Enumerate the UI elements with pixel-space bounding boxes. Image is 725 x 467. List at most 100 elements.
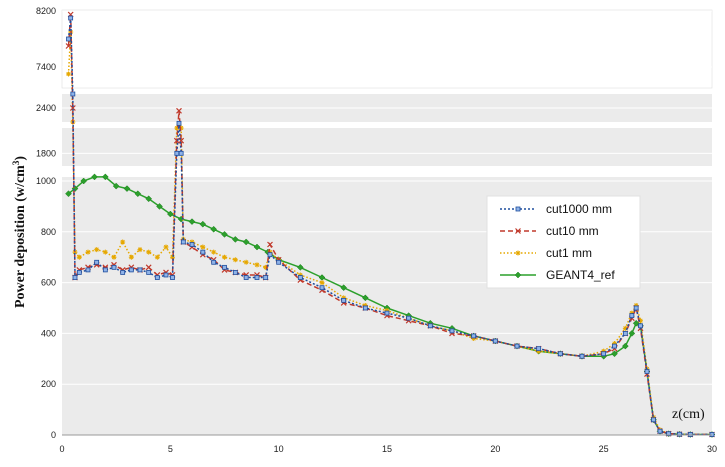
data-point — [514, 271, 522, 279]
y-tick-label: 600 — [41, 278, 56, 288]
y-tick-label: 800 — [41, 227, 56, 237]
data-point — [515, 206, 521, 212]
data-point — [123, 185, 131, 192]
data-point — [263, 275, 269, 280]
data-point — [76, 270, 82, 275]
data-point — [628, 330, 636, 337]
data-point — [199, 220, 207, 228]
data-point — [154, 275, 160, 280]
y-tick-label: 8200 — [36, 6, 56, 16]
data-point — [601, 348, 607, 354]
data-point — [178, 150, 184, 156]
data-point — [65, 190, 72, 198]
data-point — [601, 351, 607, 357]
data-point — [128, 254, 134, 260]
data-point — [170, 254, 175, 260]
legend-item-cut1000: cut1000 mm — [500, 202, 612, 216]
data-point — [515, 250, 521, 256]
data-point — [629, 310, 635, 316]
data-point — [120, 270, 126, 275]
data-point — [362, 302, 368, 308]
data-point — [297, 272, 303, 278]
data-point — [72, 249, 78, 255]
data-point — [112, 182, 120, 190]
data-point — [111, 264, 117, 270]
data-point — [361, 294, 369, 302]
data-point — [146, 270, 152, 275]
data-point — [180, 239, 186, 245]
data-point — [242, 238, 250, 246]
data-point — [666, 431, 672, 437]
data-point — [633, 305, 639, 311]
data-point — [253, 243, 261, 251]
plot-band-top — [61, 9, 713, 89]
data-point — [319, 285, 325, 291]
data-point — [644, 369, 650, 374]
data-point — [200, 249, 206, 255]
legend: cut1000 mm cut10 mm cut1 mm GEANT4_ref — [486, 195, 641, 289]
data-point — [111, 254, 117, 260]
data-point — [178, 125, 184, 131]
data-point — [146, 249, 152, 255]
data-point — [80, 177, 88, 185]
data-point — [145, 195, 153, 203]
data-point — [156, 203, 163, 210]
x-tick-labels: 0 5 10 15 20 25 30 — [59, 444, 717, 454]
data-point — [76, 254, 82, 260]
data-point — [102, 267, 108, 273]
data-point — [471, 333, 477, 339]
data-point — [65, 43, 72, 49]
data-point — [638, 323, 643, 329]
data-point — [189, 239, 195, 245]
data-point — [514, 343, 520, 349]
legend-item-cut1: cut1 mm — [500, 246, 592, 260]
data-point — [687, 432, 693, 437]
data-point — [677, 431, 682, 437]
data-point — [709, 432, 715, 437]
data-point — [91, 173, 98, 181]
legend-label: cut1 mm — [546, 246, 592, 260]
data-point — [176, 107, 182, 114]
data-point — [163, 272, 169, 278]
data-point — [154, 254, 160, 260]
data-point — [174, 150, 180, 156]
y-tick-label: 200 — [41, 379, 56, 389]
data-point — [657, 428, 663, 434]
legend-label: cut1000 mm — [546, 202, 612, 216]
data-point — [263, 264, 269, 270]
data-point — [276, 259, 282, 265]
data-point — [85, 249, 91, 255]
y-tick-label: 1800 — [36, 148, 56, 158]
legend-label: cut10 mm — [546, 224, 599, 238]
data-point — [341, 295, 347, 301]
data-point — [341, 297, 347, 303]
y-tick-label: 7400 — [36, 62, 56, 72]
data-point — [515, 228, 521, 234]
data-point — [232, 257, 238, 263]
y-axis-label: Power deposition (w/cm3) — [11, 156, 28, 308]
y-tick-label: 2400 — [36, 103, 56, 113]
data-point — [94, 247, 100, 253]
y-tick-label: 0 — [51, 430, 56, 440]
data-point — [176, 120, 182, 126]
data-point — [145, 264, 152, 271]
data-point — [85, 267, 91, 273]
data-point — [94, 259, 100, 265]
data-point — [102, 249, 108, 255]
legend-label: GEANT4_ref — [546, 268, 615, 282]
data-point — [612, 341, 617, 347]
data-point — [319, 280, 325, 286]
x-tick-label: 30 — [707, 444, 717, 454]
x-tick-label: 5 — [168, 444, 173, 454]
data-point — [340, 284, 348, 292]
data-point — [137, 247, 143, 253]
data-point — [536, 348, 542, 354]
data-point — [651, 414, 656, 420]
data-point — [221, 230, 228, 238]
data-point — [170, 275, 175, 280]
data-point — [222, 264, 227, 270]
data-point — [406, 315, 412, 321]
data-point — [174, 125, 180, 131]
data-point — [629, 313, 635, 319]
data-point — [557, 351, 563, 357]
